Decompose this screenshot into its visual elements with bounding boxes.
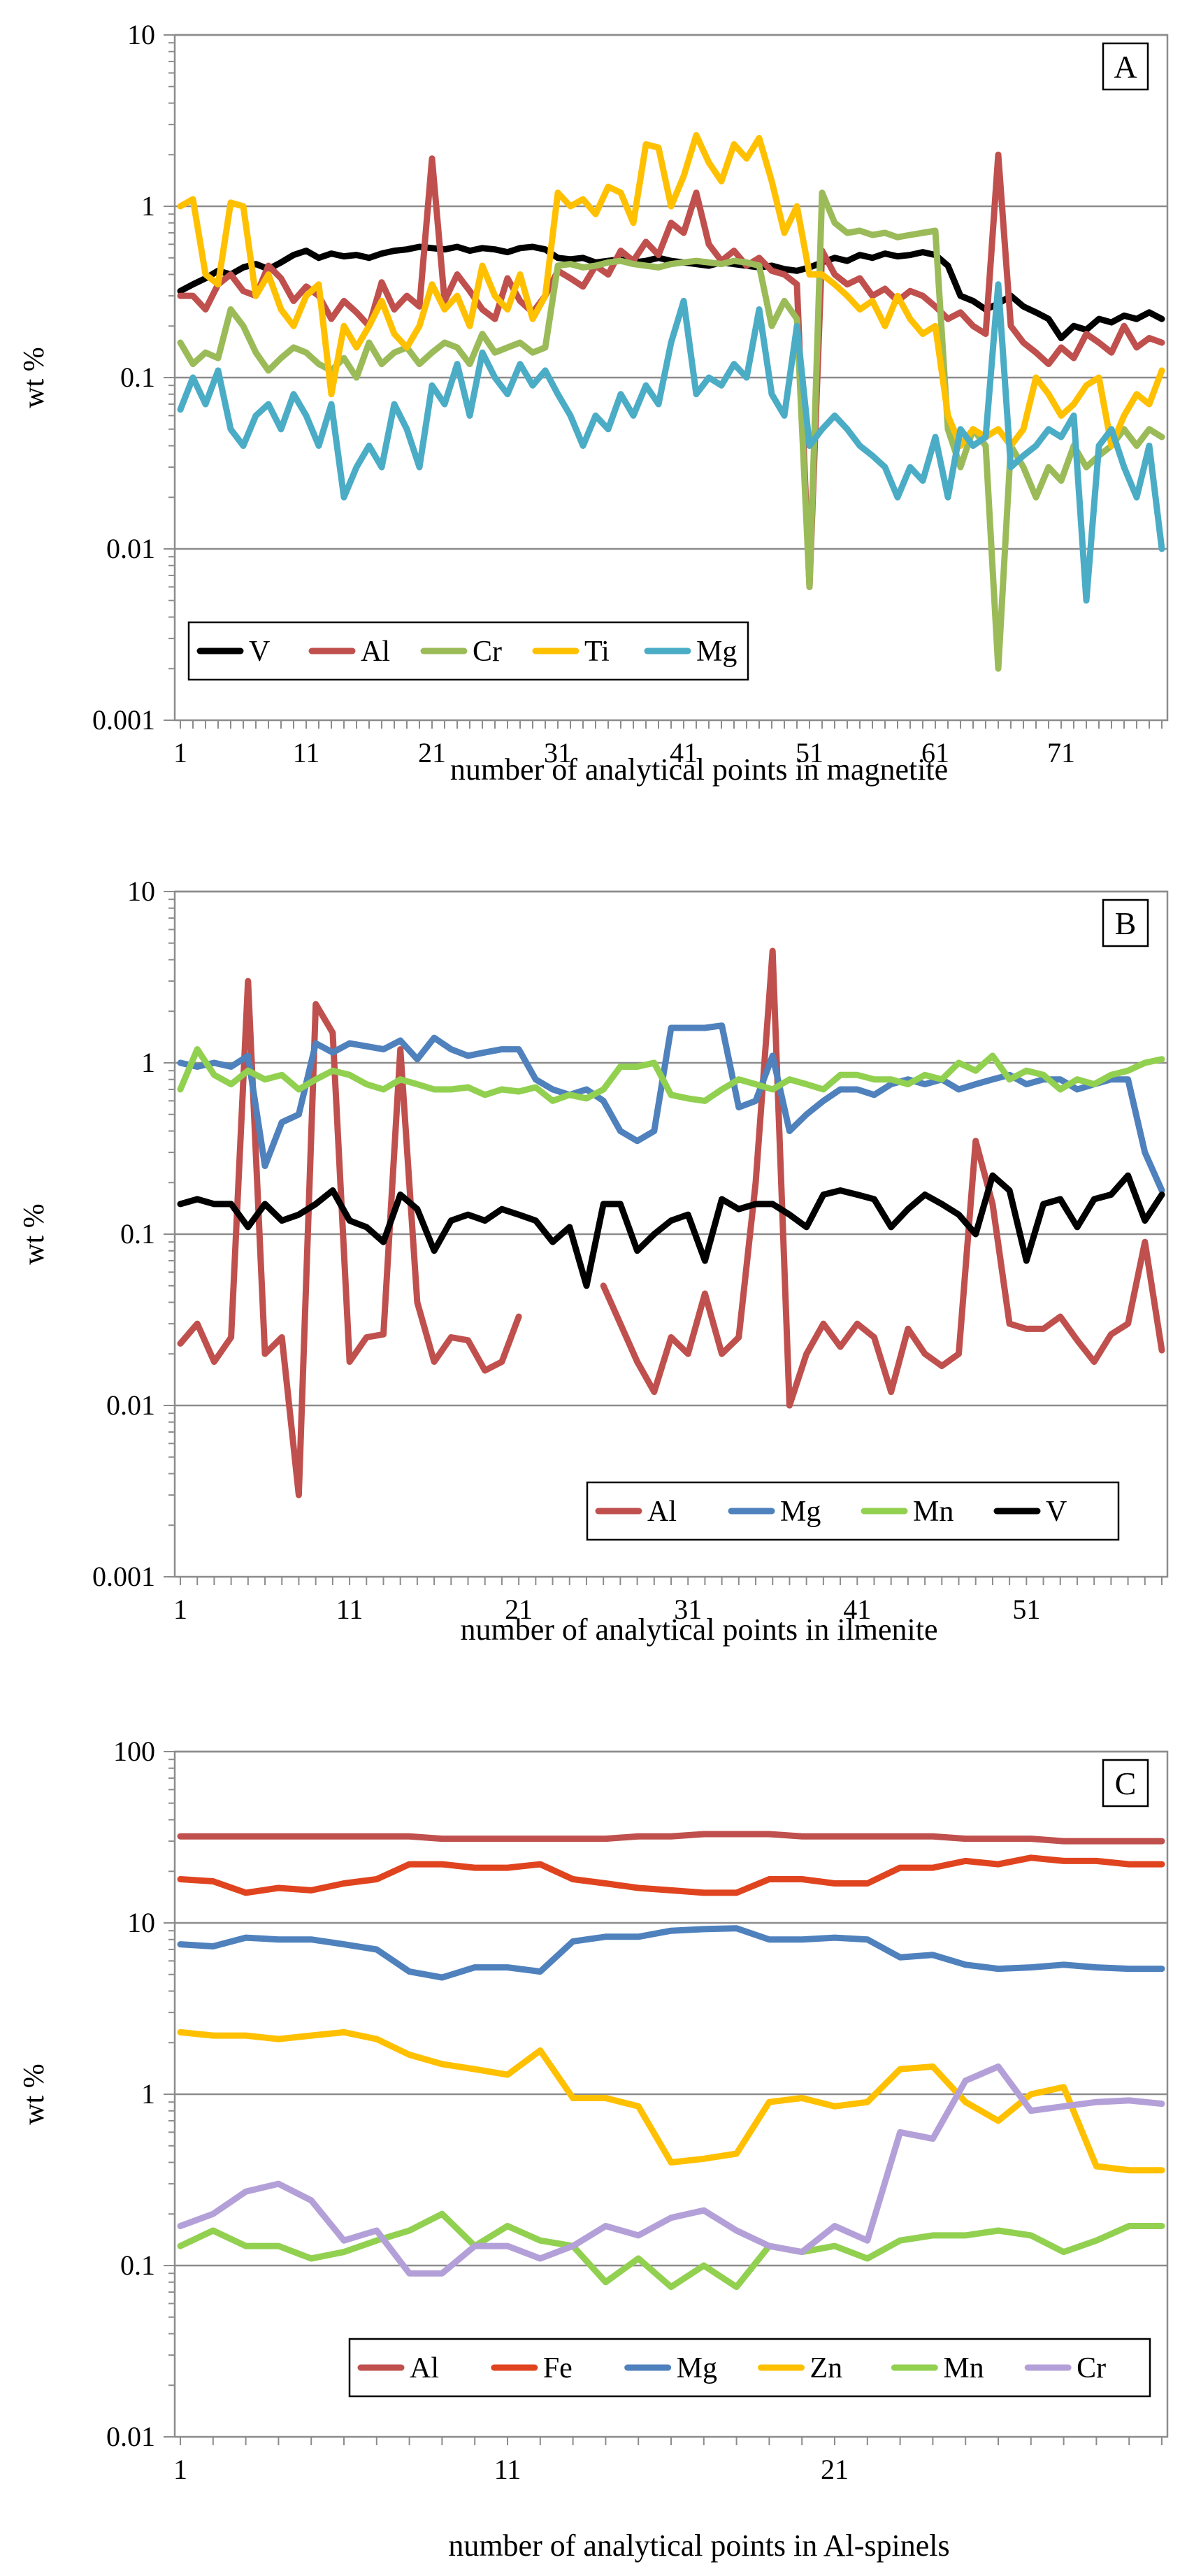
y-tick-label: 1 (141, 190, 155, 222)
x-tick-label: 1 (173, 1594, 187, 1625)
series-cr (177, 189, 1165, 672)
legend-label-ti: Ti (584, 636, 610, 668)
series-line-mg (177, 1925, 1165, 1981)
x-tick-label: 21 (505, 1594, 533, 1625)
panel-badge-box (1102, 1759, 1149, 1808)
series-line-mg (177, 281, 1165, 604)
series-cr (177, 2063, 1165, 2277)
panel-badge-box (1102, 899, 1149, 947)
y-tick-label: 0.1 (120, 2249, 155, 2281)
y-tick-label: 10 (127, 19, 155, 50)
y-tick-label: 0.01 (106, 533, 155, 564)
x-tick-label: 11 (336, 1594, 364, 1625)
series-line-mg (177, 1022, 1165, 1194)
series-mg (177, 1022, 1165, 1194)
series-line-cr (177, 2063, 1165, 2277)
x-tick-label: 71 (1047, 737, 1075, 768)
y-tick-label: 1 (141, 1047, 155, 1078)
y-tick-label: 0.1 (120, 1218, 155, 1250)
legend-label-mn: Mn (943, 2352, 984, 2384)
series-line-fe (177, 1854, 1165, 1896)
series-ti (177, 131, 1165, 449)
panel-badge-label: A (1114, 49, 1137, 85)
series-mn (177, 2210, 1165, 2291)
legend-label-al: Al (647, 1496, 677, 1528)
x-axis-label: number of analytical points in Al-spinel… (448, 2528, 949, 2563)
series-fe (177, 1854, 1165, 1896)
series-line-v (177, 1172, 1165, 1289)
y-tick-label: 0.01 (106, 1389, 155, 1421)
legend-label-zn: Zn (810, 2352, 843, 2384)
legend-label-fe: Fe (543, 2352, 573, 2384)
x-tick-label: 61 (921, 737, 949, 768)
x-axis-label: number of analytical points in ilmenite (460, 1612, 937, 1647)
series-al (177, 151, 1165, 590)
series-zn (177, 2028, 1165, 2174)
series-line-mn (177, 2210, 1165, 2291)
series-line-al (177, 978, 522, 1498)
panel-badge-box (1102, 42, 1149, 91)
y-tick-label: 0.001 (92, 704, 155, 736)
x-axis-label: number of analytical points in magnetite (450, 752, 948, 787)
legend: V Al Cr Ti Mg (187, 621, 749, 681)
x-tick-label: 1 (173, 2454, 187, 2485)
y-tick-label: 1 (141, 2078, 155, 2110)
legend-label-mg: Mg (696, 636, 737, 668)
series-line-al (177, 151, 1165, 590)
series-line-al (600, 947, 1165, 1409)
legend-label-v: V (249, 636, 270, 668)
y-tick-label: 100 (113, 1736, 155, 1767)
x-tick-label: 51 (1012, 1594, 1040, 1625)
y-axis-label: wt % (18, 347, 50, 408)
series-mg (177, 281, 1165, 604)
x-tick-label: 21 (821, 2454, 849, 2485)
y-tick-label: 0.1 (120, 362, 155, 393)
series-v (177, 243, 1165, 341)
x-tick-label: 11 (293, 737, 320, 768)
series-al (177, 1831, 1165, 1845)
x-tick-label: 41 (670, 737, 698, 768)
series-line-al (177, 1831, 1165, 1845)
legend-label-mn: Mn (913, 1496, 954, 1528)
y-tick-label: 10 (127, 1907, 155, 1938)
series-mn (177, 1046, 1165, 1104)
series-al (177, 947, 1165, 1498)
legend-label-v: V (1046, 1496, 1067, 1528)
legend: Al Mg Mn V (586, 1481, 1120, 1541)
legend-label-mg: Mg (780, 1496, 821, 1528)
legend-label-al: Al (361, 636, 390, 668)
y-tick-label: 10 (127, 875, 155, 907)
legend-label-cr: Cr (1077, 2352, 1106, 2384)
legend-label-mg: Mg (677, 2352, 717, 2384)
y-axis-label: wt % (18, 1203, 50, 1265)
legend-label-cr: Cr (473, 636, 502, 668)
x-tick-label: 31 (544, 737, 572, 768)
x-tick-label: 41 (843, 1594, 871, 1625)
panel-badge-label: C (1115, 1766, 1137, 1801)
x-tick-label: 11 (494, 2454, 521, 2485)
series-line-zn (177, 2028, 1165, 2174)
x-tick-label: 1 (173, 737, 187, 768)
panel-badge-label: B (1115, 906, 1137, 941)
legend-box (348, 2338, 1151, 2398)
series-v (177, 1172, 1165, 1289)
x-tick-label: 51 (796, 737, 823, 768)
legend-label-al: Al (410, 2352, 439, 2384)
series-line-ti (177, 131, 1165, 449)
y-axis-label: wt % (18, 2063, 50, 2125)
y-tick-label: 0.01 (106, 2421, 155, 2452)
series-mg (177, 1925, 1165, 1981)
series-line-mn (177, 1046, 1165, 1104)
y-tick-label: 0.001 (92, 1561, 155, 1592)
series-line-cr (177, 189, 1165, 672)
legend: Al Fe Mg Zn Mn Cr (348, 2338, 1151, 2398)
x-tick-label: 21 (418, 737, 446, 768)
series-line-v (177, 243, 1165, 341)
x-tick-label: 31 (674, 1594, 702, 1625)
